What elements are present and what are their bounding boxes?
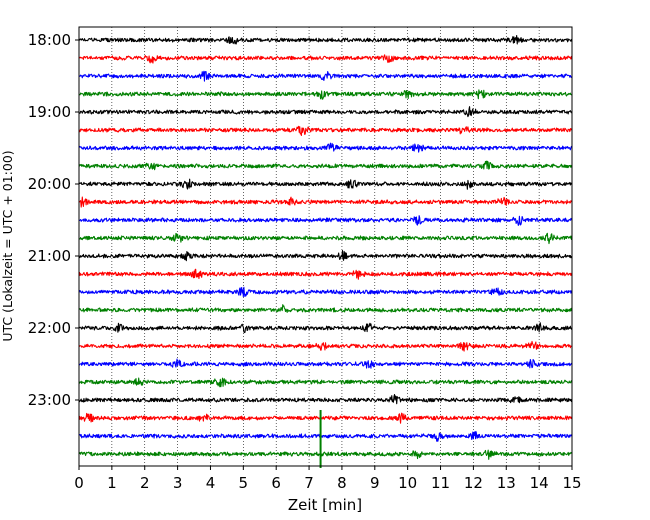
x-tick-label-12: 12 <box>464 474 483 492</box>
trace-21 <box>78 412 573 424</box>
trace-0 <box>78 35 573 45</box>
trace-19 <box>78 377 573 388</box>
x-tick-label-14: 14 <box>530 474 549 492</box>
trace-10 <box>78 215 573 226</box>
trace-5 <box>78 125 573 136</box>
x-tick-label-13: 13 <box>497 474 516 492</box>
trace-9 <box>78 196 573 208</box>
x-tick-label-5: 5 <box>239 474 249 492</box>
y-tick-label-4: 22:00 <box>28 319 71 337</box>
x-tick-label-8: 8 <box>337 474 347 492</box>
x-tick-label-6: 6 <box>271 474 281 492</box>
x-tick-label-9: 9 <box>370 474 380 492</box>
plot-background <box>79 27 572 466</box>
trace-1 <box>78 54 573 64</box>
trace-11 <box>78 232 573 245</box>
trace-22 <box>78 430 573 442</box>
trace-3 <box>79 89 573 100</box>
y-tick-label-5: 23:00 <box>28 391 71 409</box>
trace-8 <box>78 178 573 190</box>
x-tick-label-3: 3 <box>173 474 183 492</box>
trace-6 <box>78 142 573 153</box>
trace-17 <box>78 340 573 352</box>
y-tick-label-2: 20:00 <box>28 175 71 193</box>
trace-2 <box>78 70 573 82</box>
x-tick-label-11: 11 <box>431 474 450 492</box>
trace-7 <box>78 160 573 171</box>
trace-12 <box>78 250 573 262</box>
plot-frame <box>78 26 573 467</box>
trace-4 <box>78 106 573 118</box>
grid-lines <box>111 27 540 466</box>
x-tick-label-0: 0 <box>74 474 84 492</box>
y-tick-label-1: 19:00 <box>28 103 71 121</box>
trace-23 <box>78 449 573 460</box>
x-tick-label-7: 7 <box>304 474 314 492</box>
x-tick-label-4: 4 <box>206 474 216 492</box>
traces-group <box>78 35 573 460</box>
y-ticks: 18:00 19:00 20:00 21:00 22:00 23:00 <box>28 31 79 409</box>
x-tick-label-10: 10 <box>398 474 417 492</box>
trace-18 <box>78 358 573 369</box>
x-ticks: 0 1 2 3 4 5 6 7 8 9 10 11 12 13 14 15 <box>74 466 582 492</box>
trace-13 <box>78 268 573 280</box>
y-tick-label-3: 21:00 <box>28 247 71 265</box>
x-tick-label-2: 2 <box>140 474 150 492</box>
x-axis-label: Zeit [min] <box>288 496 362 514</box>
trace-14 <box>78 286 573 298</box>
x-tick-label-15: 15 <box>562 474 581 492</box>
y-tick-label-0: 18:00 <box>28 31 71 49</box>
trace-20 <box>78 393 573 405</box>
trace-16 <box>78 322 573 334</box>
x-tick-label-1: 1 <box>107 474 117 492</box>
y-axis-label: UTC (Lokalzeit = UTC + 01:00) <box>0 150 15 341</box>
trace-15 <box>78 304 573 313</box>
